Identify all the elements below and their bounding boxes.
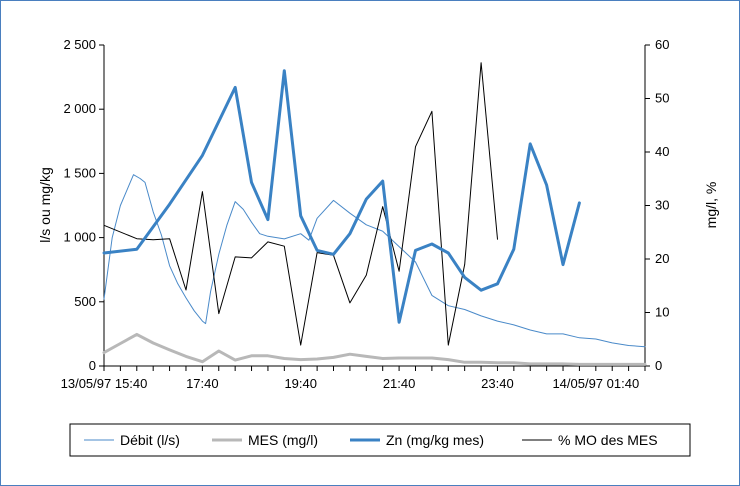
y-left-tick-label: 1 000 bbox=[63, 230, 96, 245]
y-right-tick-label: 10 bbox=[655, 305, 669, 320]
x-tick-label: 14/05/97 01:40 bbox=[552, 376, 639, 391]
series-lines bbox=[102, 62, 647, 366]
y-left-tick-label: 0 bbox=[89, 358, 96, 373]
x-tick-label: 19:40 bbox=[284, 376, 317, 391]
legend-label-debit: Débit (l/s) bbox=[120, 432, 180, 448]
y-right-tick-label: 0 bbox=[655, 358, 662, 373]
series-line-dbit bbox=[103, 174, 646, 348]
y-right-tick-label: 30 bbox=[655, 198, 669, 213]
y-right-tick-label: 40 bbox=[655, 144, 669, 159]
y-left-tick-label: 1 500 bbox=[63, 165, 96, 180]
y-left-tick-label: 2 000 bbox=[63, 101, 96, 116]
y-left-tick-label: 500 bbox=[74, 294, 96, 309]
x-tick-label: 17:40 bbox=[186, 376, 219, 391]
x-tick-label: 23:40 bbox=[481, 376, 514, 391]
legend-label-zn: Zn (mg/kg mes) bbox=[386, 432, 484, 448]
axes: 0 500 1 000 1 500 2 000 2 500 0 10 20 30 40 50 60 13/… bbox=[61, 37, 670, 391]
legend-label-mes: MES (mg/l) bbox=[248, 432, 318, 448]
legend: Débit (l/s) MES (mg/l) Zn (mg/kg mes) % … bbox=[69, 423, 691, 457]
series-line-zn bbox=[102, 69, 581, 324]
x-tick-label: 21:40 bbox=[383, 376, 416, 391]
y-right-tick-label: 20 bbox=[655, 251, 669, 266]
y-right-tick-label: 50 bbox=[655, 91, 669, 106]
legend-label-mo: % MO des MES bbox=[558, 432, 658, 448]
y-left-axis-title: l/s ou mg/kg bbox=[37, 167, 53, 242]
x-tick-label: 13/05/97 15:40 bbox=[61, 376, 148, 391]
y-left-tick-label: 2 500 bbox=[63, 37, 96, 52]
series-line-mes bbox=[102, 332, 647, 366]
y-right-tick-label: 60 bbox=[655, 37, 669, 52]
axis-titles: l/s ou mg/kg mg/l, % bbox=[37, 167, 719, 242]
y-right-axis-title: mg/l, % bbox=[703, 182, 719, 229]
series-line-s3 bbox=[103, 62, 498, 346]
